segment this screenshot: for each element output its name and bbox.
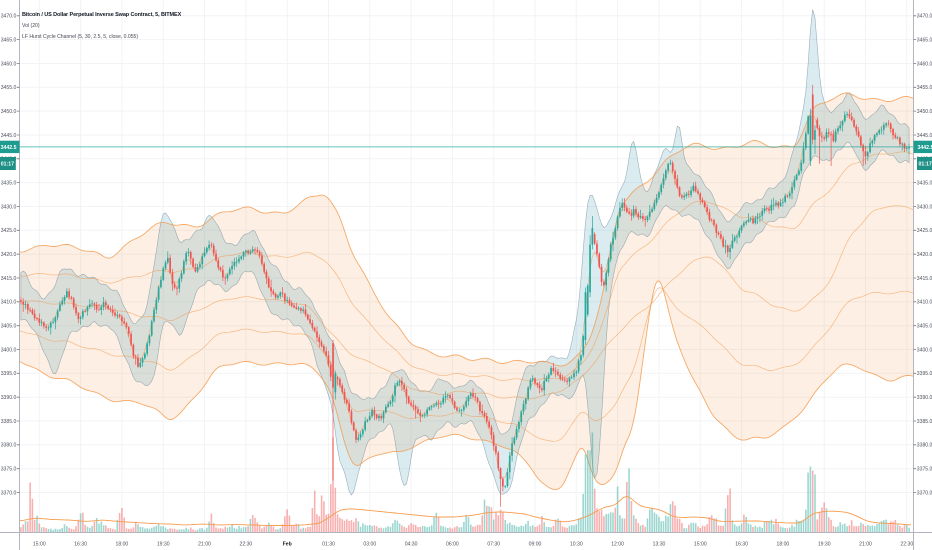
svg-text:21:00: 21:00 xyxy=(859,542,872,548)
svg-text:07:30: 07:30 xyxy=(487,542,500,548)
svg-text:3390.0: 3390.0 xyxy=(1,395,17,401)
svg-text:15:00: 15:00 xyxy=(694,542,707,548)
svg-text:22:30: 22:30 xyxy=(240,542,253,548)
svg-text:3415.0: 3415.0 xyxy=(1,276,17,282)
svg-text:3420.0: 3420.0 xyxy=(1,252,17,258)
svg-text:3405.0: 3405.0 xyxy=(1,324,17,330)
svg-text:19:30: 19:30 xyxy=(157,542,170,548)
svg-text:LF Hurst Cycle Channel (5, 30,: LF Hurst Cycle Channel (5, 30, 2.5, 5, c… xyxy=(22,34,138,40)
svg-text:3385.0: 3385.0 xyxy=(917,419,932,425)
svg-text:15:00: 15:00 xyxy=(33,542,46,548)
svg-text:3455.0: 3455.0 xyxy=(1,85,17,91)
svg-text:3410.0: 3410.0 xyxy=(1,300,17,306)
svg-text:04:30: 04:30 xyxy=(405,542,418,548)
svg-text:3425.0: 3425.0 xyxy=(917,228,932,234)
svg-text:18:00: 18:00 xyxy=(116,542,129,548)
svg-text:3465.0: 3465.0 xyxy=(1,37,17,43)
svg-text:03:00: 03:00 xyxy=(363,542,376,548)
svg-text:3435.0: 3435.0 xyxy=(917,180,932,186)
svg-text:3455.0: 3455.0 xyxy=(917,85,932,91)
svg-text:3445.0: 3445.0 xyxy=(917,133,932,139)
svg-text:3442.5: 3442.5 xyxy=(1,145,17,151)
svg-text:3380.0: 3380.0 xyxy=(917,443,932,449)
svg-text:3385.0: 3385.0 xyxy=(1,419,17,425)
svg-text:3445.0: 3445.0 xyxy=(1,133,17,139)
svg-text:13:30: 13:30 xyxy=(653,542,666,548)
svg-text:3465.0: 3465.0 xyxy=(917,37,932,43)
svg-text:3380.0: 3380.0 xyxy=(1,443,17,449)
svg-text:3420.0: 3420.0 xyxy=(917,252,932,258)
svg-text:01:17: 01:17 xyxy=(1,162,14,168)
svg-text:Vol (20): Vol (20) xyxy=(22,23,40,29)
svg-text:01:30: 01:30 xyxy=(322,542,335,548)
svg-text:Feb: Feb xyxy=(283,542,292,548)
svg-text:3435.0: 3435.0 xyxy=(1,180,17,186)
svg-text:06:00: 06:00 xyxy=(446,542,459,548)
svg-text:22:30: 22:30 xyxy=(900,542,913,548)
svg-text:21:00: 21:00 xyxy=(198,542,211,548)
svg-text:3400.0: 3400.0 xyxy=(1,347,17,353)
svg-text:16:30: 16:30 xyxy=(735,542,748,548)
svg-text:3400.0: 3400.0 xyxy=(917,347,932,353)
svg-text:10:30: 10:30 xyxy=(570,542,583,548)
svg-text:18:00: 18:00 xyxy=(777,542,790,548)
svg-text:19:30: 19:30 xyxy=(818,542,831,548)
svg-text:3450.0: 3450.0 xyxy=(1,109,17,115)
svg-text:16:30: 16:30 xyxy=(74,542,87,548)
svg-text:09:00: 09:00 xyxy=(529,542,542,548)
svg-text:12:00: 12:00 xyxy=(611,542,624,548)
svg-text:3390.0: 3390.0 xyxy=(917,395,932,401)
svg-text:3370.0: 3370.0 xyxy=(917,490,932,496)
svg-text:3395.0: 3395.0 xyxy=(1,371,17,377)
svg-text:3450.0: 3450.0 xyxy=(917,109,932,115)
svg-text:3375.0: 3375.0 xyxy=(917,467,932,473)
svg-text:3370.0: 3370.0 xyxy=(1,490,17,496)
svg-text:3430.0: 3430.0 xyxy=(917,204,932,210)
svg-text:3430.0: 3430.0 xyxy=(1,204,17,210)
svg-text:3410.0: 3410.0 xyxy=(917,300,932,306)
svg-text:3460.0: 3460.0 xyxy=(1,61,17,67)
svg-text:01:17: 01:17 xyxy=(919,162,932,168)
svg-text:3470.0: 3470.0 xyxy=(1,14,17,20)
svg-text:3375.0: 3375.0 xyxy=(1,467,17,473)
svg-text:3415.0: 3415.0 xyxy=(917,276,932,282)
svg-text:3395.0: 3395.0 xyxy=(917,371,932,377)
svg-text:3405.0: 3405.0 xyxy=(917,324,932,330)
svg-text:Bitcoin / US Dollar Perpetual: Bitcoin / US Dollar Perpetual Inverse Sw… xyxy=(22,12,182,18)
svg-text:3460.0: 3460.0 xyxy=(917,61,932,67)
svg-text:3470.0: 3470.0 xyxy=(917,14,932,20)
svg-text:3442.5: 3442.5 xyxy=(918,145,932,151)
svg-text:3425.0: 3425.0 xyxy=(1,228,17,234)
